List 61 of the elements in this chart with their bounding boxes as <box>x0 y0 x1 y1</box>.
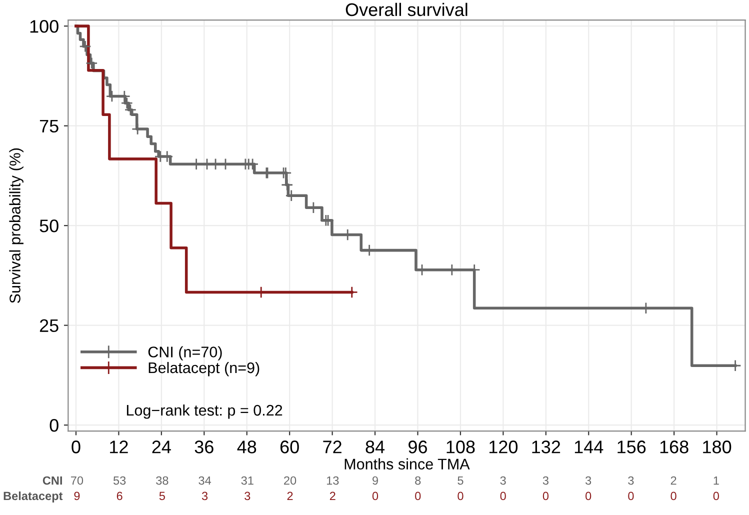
data-label: 38 <box>156 476 168 485</box>
data-label: 3 <box>542 476 548 485</box>
data-label: 0 <box>372 492 378 500</box>
x-tick-label: 0 <box>72 440 80 454</box>
data-label: 3 <box>202 492 208 500</box>
x-tick-label: 36 <box>194 440 214 454</box>
data-label: 9 <box>372 476 378 485</box>
data-label: 70 <box>70 476 84 485</box>
x-tick-label: 84 <box>366 440 385 454</box>
y-tick-label: 0 <box>50 419 58 432</box>
y-tick-label: 25 <box>40 319 58 332</box>
x-tick-label: 180 <box>703 440 732 454</box>
data-label: 2 <box>287 492 293 500</box>
y-tick-label: CNI <box>42 476 62 485</box>
data-label: 2 <box>670 476 676 485</box>
data-label: 0 <box>670 492 676 500</box>
y-tick-label: 75 <box>40 120 58 133</box>
data-label: 0 <box>500 492 506 500</box>
data-label: 13 <box>326 476 339 485</box>
x-tick-label: 108 <box>446 440 475 454</box>
x-tick-label: 168 <box>660 440 688 454</box>
legend-label: Belatacept (n=9) <box>148 362 260 376</box>
data-label: 1 <box>714 476 719 485</box>
data-label: 3 <box>585 476 592 485</box>
data-label: 8 <box>415 476 421 485</box>
x-tick-label: 60 <box>280 440 299 454</box>
data-label: 5 <box>458 476 464 485</box>
chart-title: Overall survival <box>346 2 468 16</box>
x-tick-label: 12 <box>110 440 128 454</box>
x-tick-label: 72 <box>323 440 342 454</box>
data-label: 34 <box>198 476 212 485</box>
y-tick-label: 100 <box>30 20 58 33</box>
x-tick-label: 156 <box>618 440 646 454</box>
y-tick-label: 50 <box>40 220 58 232</box>
x-tick-label: 120 <box>489 440 518 454</box>
data-label: 0 <box>542 492 549 500</box>
legend-label: CNI (n=70) <box>148 346 222 360</box>
data-label: 9 <box>74 492 80 500</box>
x-tick-label: 24 <box>152 440 171 454</box>
data-label: 5 <box>159 492 165 500</box>
data-label: 3 <box>244 492 250 500</box>
y-tick-label: Belatacept <box>4 491 63 502</box>
data-label: 20 <box>284 476 296 485</box>
data-label: 0 <box>628 492 634 500</box>
x-tick-label: 132 <box>532 440 560 454</box>
y-axis-title: Survival probability (%) <box>9 148 24 303</box>
data-label: 0 <box>458 492 464 500</box>
data-label: 0 <box>586 492 592 500</box>
data-label: 2 <box>330 492 336 500</box>
data-label: 0 <box>713 492 719 500</box>
annotation: Log−rank test: p = 0.22 <box>126 404 282 419</box>
x-tick-label: 144 <box>574 440 604 454</box>
data-label: 3 <box>500 476 506 485</box>
data-label: 0 <box>415 492 421 500</box>
x-axis-title: Months since TMA <box>344 458 470 470</box>
data-label: 6 <box>116 492 122 500</box>
x-tick-label: 96 <box>408 440 427 454</box>
data-label: 3 <box>628 476 634 485</box>
data-label: 31 <box>241 476 254 485</box>
x-tick-label: 48 <box>237 440 256 454</box>
data-label: 53 <box>113 476 126 485</box>
